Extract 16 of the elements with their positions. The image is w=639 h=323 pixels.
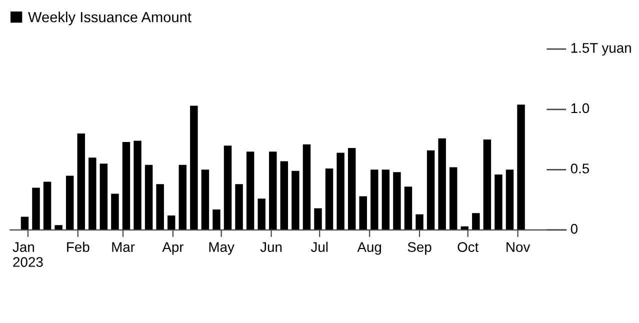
y-tick-label: 0.5 [570, 164, 590, 174]
x-tick-label: Sep [408, 242, 432, 255]
x-tick-label: Apr [162, 242, 184, 255]
legend-label: Weekly Issuance Amount [28, 12, 192, 26]
y-tick-label: 0 [570, 224, 578, 234]
x-tick-label: Jan 2023 [12, 242, 43, 267]
y-tick-label: 1.5T yuan [571, 43, 631, 56]
x-tick-label: Mar [112, 242, 135, 252]
y-tick-label: 1.0 [571, 103, 590, 114]
x-tick-label: Aug [357, 242, 382, 255]
x-tick-label: Nov [506, 242, 530, 252]
x-tick-label: Jun [260, 242, 282, 252]
x-tick-label: May [209, 242, 234, 255]
x-tick-label: Oct [458, 242, 479, 252]
x-tick-label: Jul [310, 242, 328, 252]
x-tick-label: Feb [67, 242, 90, 252]
